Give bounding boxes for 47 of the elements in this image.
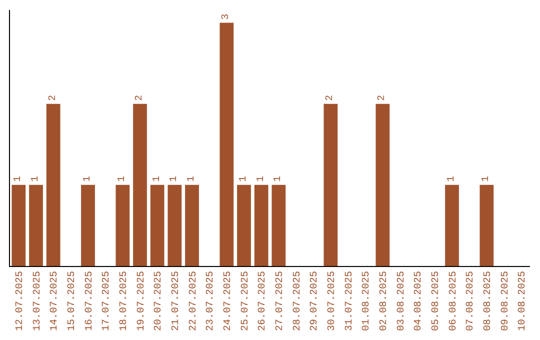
x-tick-label: 15.07.2025	[66, 271, 78, 332]
data-label: 2	[134, 94, 146, 101]
x-tick-label: 24.07.2025	[222, 271, 234, 332]
data-label: 1	[30, 176, 42, 182]
data-label: 3	[221, 14, 232, 20]
x-tick-label: 09.08.2025	[500, 271, 512, 332]
data-label: 1	[186, 176, 198, 182]
x-tick-label: 07.08.2025	[466, 271, 477, 332]
data-label: 1	[117, 176, 128, 182]
x-tick-label: 28.07.2025	[292, 271, 304, 332]
data-label: 1	[273, 176, 284, 182]
x-tick-label: 04.08.2025	[414, 271, 425, 332]
x-tick-label: 22.07.2025	[188, 271, 200, 332]
x-tick-label: 05.08.2025	[430, 271, 442, 332]
x-tick-label: 12.07.2025	[14, 271, 26, 332]
data-label: 1	[13, 176, 24, 182]
x-tick-label: 25.07.2025	[240, 271, 252, 332]
x-tick-label: 17.07.2025	[102, 271, 113, 332]
data-label: 1	[82, 176, 94, 182]
data-label: 1	[446, 176, 458, 182]
data-label: 2	[48, 94, 59, 101]
x-tick-label: 10.08.2025	[518, 271, 529, 332]
data-label: 1	[481, 176, 492, 182]
x-tick-label: 20.07.2025	[154, 271, 165, 332]
x-tick-label: 16.07.2025	[84, 271, 96, 332]
data-label: 1	[152, 176, 163, 182]
x-tick-label: 29.07.2025	[310, 271, 321, 332]
data-label: 1	[169, 176, 180, 182]
data-label: 2	[325, 94, 336, 101]
x-tick-label: 02.08.2025	[378, 271, 390, 332]
x-tick-label: 31.07.2025	[344, 271, 356, 332]
x-tick-label: 19.07.2025	[136, 271, 148, 332]
data-label: 2	[377, 94, 388, 101]
x-tick-label: 06.08.2025	[448, 271, 460, 332]
x-tick-label: 26.07.2025	[258, 271, 269, 332]
x-tick-label: 03.08.2025	[396, 271, 408, 332]
x-tick-label: 21.07.2025	[170, 271, 182, 332]
x-tick-label: 08.08.2025	[482, 271, 494, 332]
x-tick-label: 27.07.2025	[274, 271, 286, 332]
x-tick-label: 14.07.2025	[50, 271, 61, 332]
x-tick-label: 13.07.2025	[32, 271, 44, 332]
x-tick-label: 18.07.2025	[118, 271, 130, 332]
x-tick-label: 01.08.2025	[362, 271, 373, 332]
x-tick-label: 23.07.2025	[206, 271, 217, 332]
data-label: 1	[256, 176, 267, 182]
data-label: 1	[238, 176, 250, 182]
x-tick-label: 30.07.2025	[326, 271, 338, 332]
